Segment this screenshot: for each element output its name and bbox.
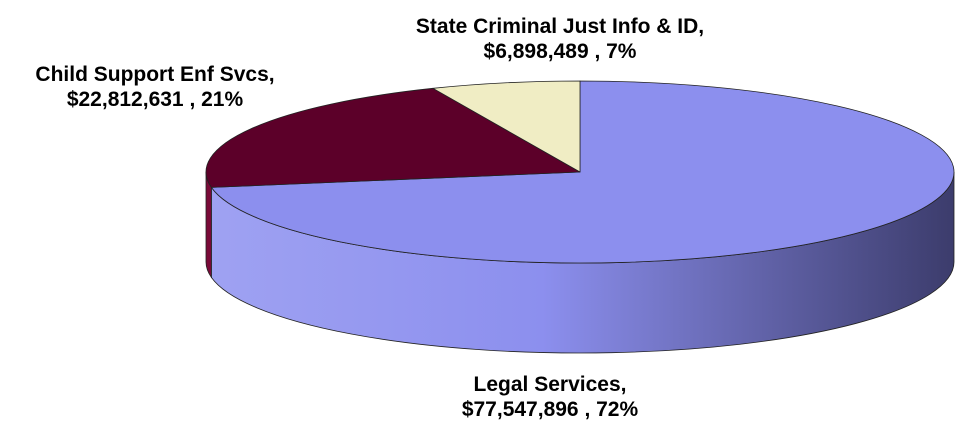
slice-label-child-value: $22,812,631 , 21% — [66, 88, 244, 111]
pie-slice-legal-services — [210, 80, 955, 264]
pie-side-child-support-enf-svcs — [205, 171, 212, 279]
slice-label-legal-value: $77,547,896 , 72% — [461, 398, 639, 421]
slice-label-state-name: State Criminal Just Info & ID, — [415, 15, 705, 38]
slice-label-state-criminal-just-info: State Criminal Just Info & ID, $6,898,48… — [380, 14, 740, 64]
pie-slice-state-criminal-just-info-id — [432, 80, 581, 173]
slice-label-state-value: $6,898,489 , 7% — [483, 40, 637, 63]
pie-slice-child-support-enf-svcs — [205, 87, 581, 188]
slice-label-legal-name: Legal Services, — [473, 373, 627, 396]
slice-label-legal-services: Legal Services, $77,547,896 , 72% — [400, 372, 700, 422]
slice-label-child-support-enf-svcs: Child Support Enf Svcs, $22,812,631 , 21… — [0, 62, 310, 112]
pie-tops — [205, 80, 955, 264]
slice-label-child-name: Child Support Enf Svcs, — [35, 63, 275, 86]
